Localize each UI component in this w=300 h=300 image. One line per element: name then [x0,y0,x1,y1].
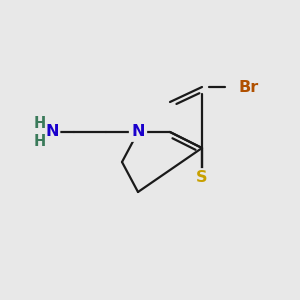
Text: N: N [131,124,145,140]
Text: N: N [45,124,59,140]
Text: H: H [34,116,46,130]
Text: Br: Br [239,80,259,94]
Text: H: H [34,134,46,148]
Text: S: S [196,170,208,185]
